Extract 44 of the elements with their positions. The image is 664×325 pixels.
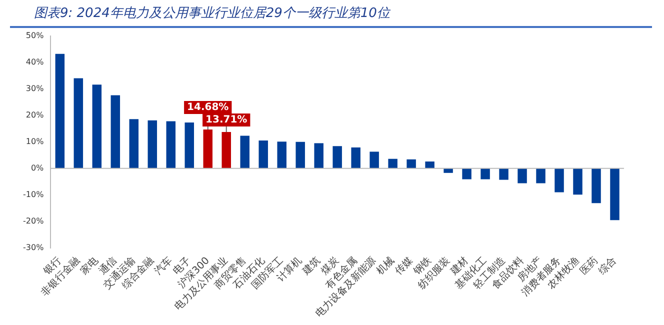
bar — [610, 168, 620, 220]
y-tick-label: 40% — [26, 57, 44, 66]
bar — [554, 168, 564, 192]
bar — [92, 84, 102, 168]
bar — [444, 168, 453, 173]
y-tick-label: 20% — [26, 110, 44, 120]
y-tick-label: -30% — [22, 243, 44, 252]
y-tick-label: -20% — [22, 216, 44, 226]
bar — [222, 132, 231, 168]
bar — [592, 168, 601, 204]
bar — [536, 168, 546, 184]
bar — [425, 161, 434, 168]
y-tick-label: 10% — [26, 136, 44, 146]
bar — [110, 95, 120, 168]
bar — [240, 136, 250, 168]
x-tick-label: 机械 — [374, 254, 397, 278]
bar — [148, 120, 158, 168]
data-label: 13.71% — [206, 114, 248, 126]
y-tick-label: 0% — [30, 163, 44, 172]
bar — [462, 168, 472, 180]
data-label: 14.68% — [187, 102, 229, 114]
bar — [258, 140, 268, 168]
bar — [166, 121, 176, 168]
bar — [388, 158, 398, 168]
bar — [55, 54, 65, 168]
bar — [203, 129, 212, 168]
bar — [573, 168, 582, 195]
bar — [296, 142, 305, 168]
bar — [74, 78, 84, 168]
bar — [184, 122, 194, 168]
y-tick-label: 30% — [26, 84, 44, 93]
y-tick-label: 50% — [26, 30, 44, 40]
bar — [480, 168, 490, 180]
bar — [406, 159, 416, 168]
bar — [314, 143, 324, 168]
chart-title: 图表9: 2024年电力及公用事业行业位居29个一级行业第10位 — [10, 0, 652, 28]
bar — [370, 152, 379, 168]
bar — [332, 146, 342, 168]
y-tick-label: -10% — [22, 190, 44, 199]
bar — [351, 147, 360, 168]
bar — [518, 168, 527, 184]
bar — [129, 119, 139, 168]
bar — [277, 142, 286, 168]
bar — [499, 168, 508, 180]
